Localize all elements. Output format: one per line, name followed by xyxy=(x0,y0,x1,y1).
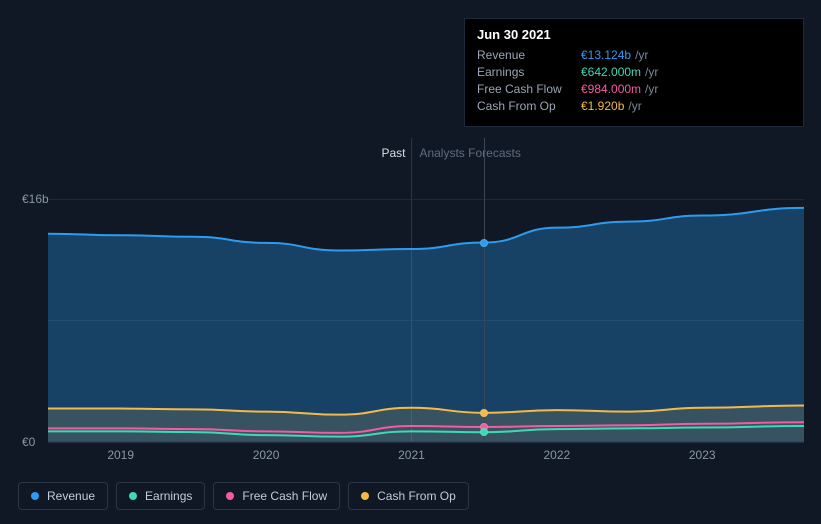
tooltip-row: Cash From Op€1.920b/yr xyxy=(477,99,791,116)
chart-legend: Revenue Earnings Free Cash Flow Cash From O… xyxy=(18,482,469,510)
tooltip-row-unit: /yr xyxy=(645,82,658,96)
x-axis-tick-label: 2023 xyxy=(689,448,716,462)
tooltip-row-value: €984.000m xyxy=(581,82,641,96)
series-area-revenue xyxy=(48,208,804,442)
x-axis: 2019 2020 2021 2022 2023 xyxy=(48,448,804,464)
legend-item-label: Free Cash Flow xyxy=(242,489,327,503)
legend-color-dot xyxy=(226,492,234,500)
tooltip-row-unit: /yr xyxy=(628,99,641,113)
legend-color-dot xyxy=(361,492,369,500)
legend-item-label: Cash From Op xyxy=(377,489,456,503)
tooltip-row-label: Cash From Op xyxy=(477,99,581,113)
tooltip-row-unit: /yr xyxy=(645,65,658,79)
tooltip-row: Free Cash Flow€984.000m/yr xyxy=(477,82,791,99)
legend-item-cash_from_op[interactable]: Cash From Op xyxy=(348,482,469,510)
x-axis-tick-label: 2020 xyxy=(253,448,280,462)
y-axis-tick-label: €0 xyxy=(22,435,35,449)
x-axis-tick-label: 2021 xyxy=(398,448,425,462)
series-marker-earnings xyxy=(480,428,488,436)
legend-item-earnings[interactable]: Earnings xyxy=(116,482,205,510)
legend-item-label: Earnings xyxy=(145,489,192,503)
tooltip-row-label: Revenue xyxy=(477,48,581,62)
tooltip-row-value: €1.920b xyxy=(581,99,624,113)
tooltip-row-label: Free Cash Flow xyxy=(477,82,581,96)
series-marker-revenue xyxy=(480,239,488,247)
series-marker-cash_from_op xyxy=(480,409,488,417)
tooltip-date: Jun 30 2021 xyxy=(477,27,791,42)
legend-item-revenue[interactable]: Revenue xyxy=(18,482,108,510)
tooltip-row-value: €13.124b xyxy=(581,48,631,62)
x-axis-tick-label: 2019 xyxy=(107,448,134,462)
tooltip-row-label: Earnings xyxy=(477,65,581,79)
legend-color-dot xyxy=(129,492,137,500)
tooltip-crosshair xyxy=(484,138,485,442)
tooltip-row-value: €642.000m xyxy=(581,65,641,79)
x-axis-tick-label: 2022 xyxy=(543,448,570,462)
tooltip-row: Revenue€13.124b/yr xyxy=(477,48,791,65)
legend-item-free_cash_flow[interactable]: Free Cash Flow xyxy=(213,482,340,510)
chart-tooltip: Jun 30 2021 Revenue€13.124b/yrEarnings€6… xyxy=(464,18,804,127)
legend-item-label: Revenue xyxy=(47,489,95,503)
financials-chart: Jun 30 2021 Revenue€13.124b/yrEarnings€6… xyxy=(18,0,804,524)
legend-color-dot xyxy=(31,492,39,500)
y-axis-tick-label: €16b xyxy=(22,192,49,206)
tooltip-row: Earnings€642.000m/yr xyxy=(477,65,791,82)
tooltip-row-unit: /yr xyxy=(635,48,648,62)
chart-plot-area[interactable] xyxy=(48,138,804,448)
